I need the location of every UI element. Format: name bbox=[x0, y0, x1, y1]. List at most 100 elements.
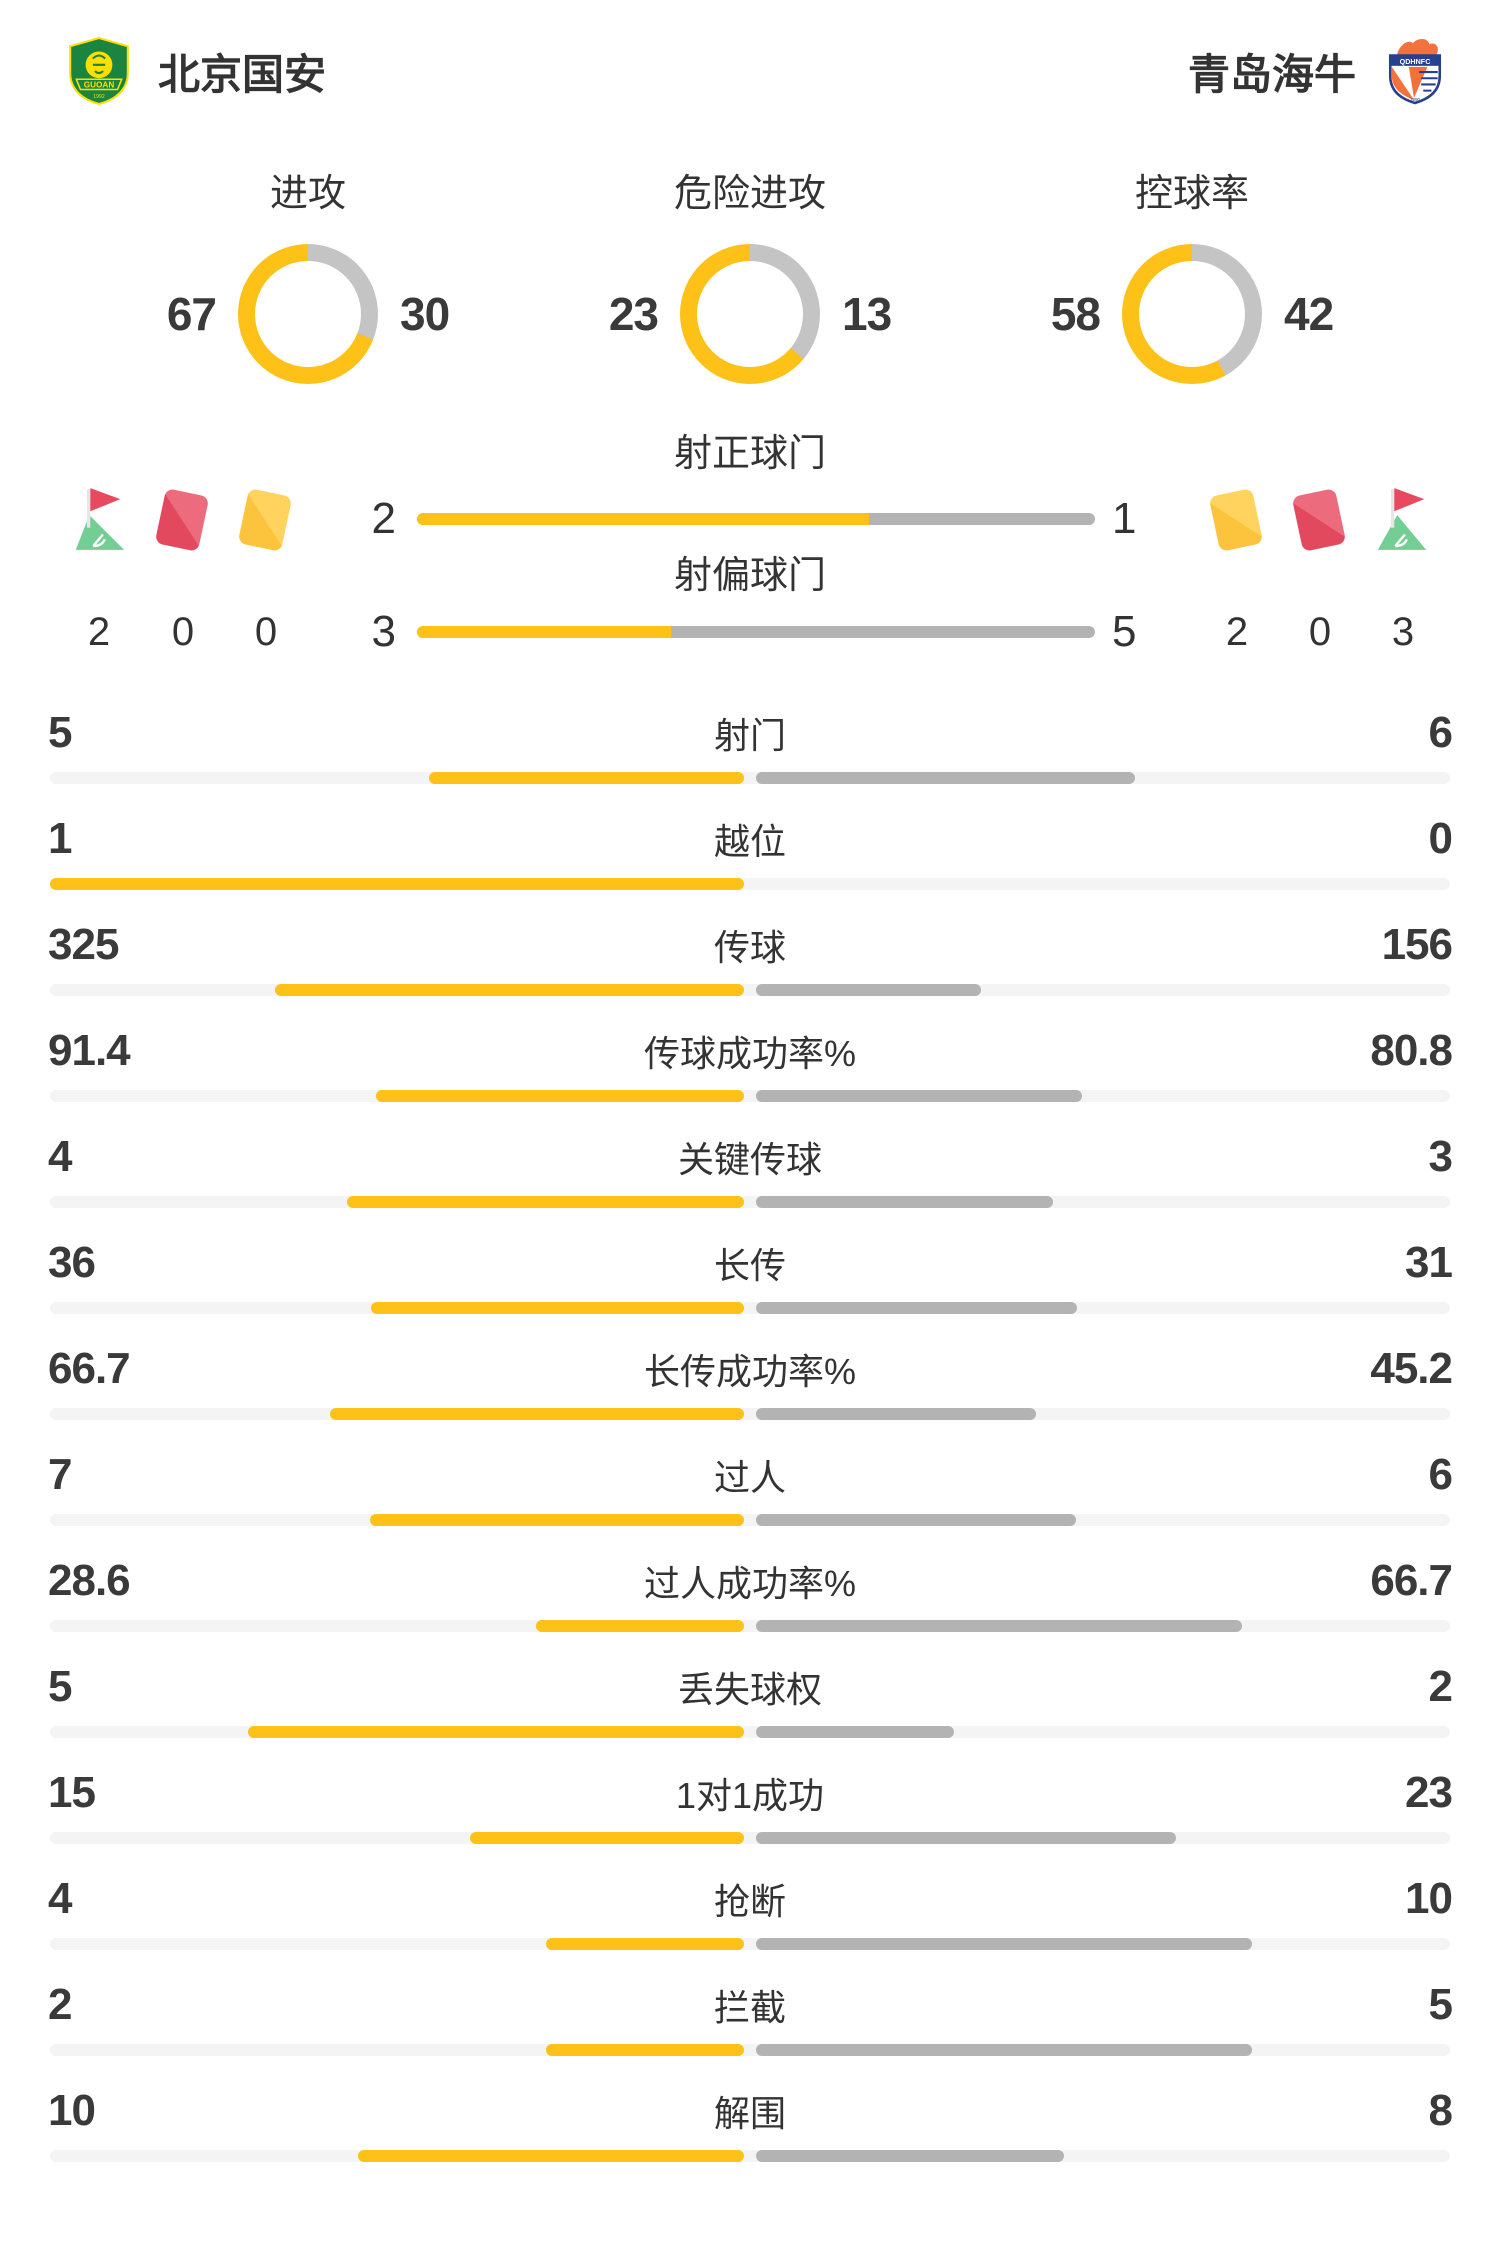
home-corners-count: 2 bbox=[87, 610, 111, 654]
home-stat-value: 28.6 bbox=[48, 1556, 131, 1605]
stat-row: 15 1对1成功 23 bbox=[0, 1762, 1500, 1868]
home-donut-value: 23 bbox=[608, 288, 659, 340]
home-stat-value: 2 bbox=[48, 1980, 73, 2029]
away-shots-off-value: 5 bbox=[1112, 607, 1136, 656]
away-stat-value: 80.8 bbox=[1370, 1026, 1453, 1075]
home-stat-bar bbox=[376, 1090, 744, 1102]
home-stat-value: 5 bbox=[48, 1662, 73, 1711]
away-donut-value: 42 bbox=[1284, 288, 1334, 340]
shots-on-target-bar bbox=[417, 513, 1095, 525]
away-stat-bar bbox=[756, 984, 981, 996]
home-stat-value: 10 bbox=[48, 2086, 96, 2135]
home-stat-bar bbox=[358, 2150, 744, 2162]
home-stat-bar bbox=[248, 1726, 744, 1738]
stat-label: 关键传球 bbox=[677, 1139, 822, 1180]
donut-chart bbox=[680, 244, 820, 384]
shots-section: 射正球门 2 1 射偏球门 2 0 bbox=[0, 432, 1500, 656]
red-card-icon bbox=[154, 488, 210, 552]
donut-chart bbox=[1122, 244, 1262, 384]
away-stat-bar bbox=[756, 1726, 954, 1738]
red-card-icon bbox=[1291, 488, 1347, 552]
away-stat-value: 0 bbox=[1428, 814, 1454, 863]
stat-row: 36 长传 31 bbox=[0, 1232, 1500, 1338]
stat-label: 传球 bbox=[713, 927, 786, 968]
stat-bar-track bbox=[50, 1302, 1450, 1314]
home-stat-value: 4 bbox=[48, 1874, 73, 1923]
stat-row: 325 传球 156 bbox=[0, 914, 1500, 1020]
home-bar-fill bbox=[417, 626, 672, 638]
away-stat-bar bbox=[756, 2150, 1064, 2162]
stat-label: 解围 bbox=[713, 2093, 786, 2134]
home-stat-bar bbox=[546, 2044, 744, 2056]
home-stat-value: 325 bbox=[48, 920, 119, 969]
donut-group: 控球率 58 42 bbox=[972, 172, 1412, 384]
home-stat-value: 7 bbox=[48, 1450, 73, 1499]
away-stat-bar bbox=[756, 1196, 1053, 1208]
match-header: GUOAN 1992 北京国安 青岛海牛 QDHNFC 1990 bbox=[66, 36, 1448, 106]
home-stat-bar bbox=[429, 772, 744, 784]
home-stat-bar bbox=[370, 1514, 744, 1526]
home-shots-on-value: 2 bbox=[371, 494, 396, 543]
donut-group: 进攻 67 30 bbox=[88, 172, 528, 384]
stat-bar-track bbox=[50, 772, 1450, 784]
home-stat-bar bbox=[470, 1832, 744, 1844]
home-team-name: 北京国安 bbox=[158, 50, 327, 98]
stat-row: 91.4 传球成功率% 80.8 bbox=[0, 1020, 1500, 1126]
stat-label: 丢失球权 bbox=[677, 1669, 822, 1710]
home-stat-value: 5 bbox=[48, 708, 73, 757]
stat-label: 长传成功率% bbox=[643, 1351, 856, 1392]
away-stat-value: 6 bbox=[1428, 1450, 1454, 1499]
stat-bar-track bbox=[50, 984, 1450, 996]
stat-bar-track bbox=[50, 1620, 1450, 1632]
home-donut-value: 67 bbox=[166, 288, 217, 340]
home-stat-value: 1 bbox=[48, 814, 73, 863]
stat-bar-track bbox=[50, 1090, 1450, 1102]
shots-off-target-label: 射偏球门 bbox=[673, 555, 826, 597]
away-stat-value: 5 bbox=[1428, 1980, 1454, 2029]
home-stat-bar bbox=[50, 878, 744, 890]
stat-bar-track bbox=[50, 1938, 1450, 1950]
away-stat-value: 31 bbox=[1405, 1238, 1453, 1287]
stat-label: 长传 bbox=[713, 1245, 786, 1286]
away-stat-bar bbox=[756, 1408, 1036, 1420]
home-red-cards-count: 0 bbox=[171, 610, 195, 654]
home-stat-value: 66.7 bbox=[48, 1344, 131, 1393]
away-team-name: 青岛海牛 bbox=[1187, 50, 1356, 98]
stat-bar-track bbox=[50, 2150, 1450, 2162]
donut-hole bbox=[697, 261, 803, 367]
home-stat-value: 15 bbox=[48, 1768, 96, 1817]
home-donut-value: 58 bbox=[1050, 288, 1101, 340]
corner-flag-icon bbox=[75, 488, 125, 550]
home-team: GUOAN 1992 北京国安 bbox=[66, 36, 326, 106]
stat-bar-track bbox=[50, 878, 1450, 890]
away-stat-bar bbox=[756, 772, 1135, 784]
stat-label: 越位 bbox=[713, 821, 786, 862]
away-stat-bar bbox=[756, 1832, 1176, 1844]
home-team-logo: GUOAN 1992 bbox=[69, 36, 129, 106]
home-stat-value: 36 bbox=[48, 1238, 96, 1287]
home-stat-bar bbox=[330, 1408, 744, 1420]
away-donut-value: 30 bbox=[400, 288, 450, 340]
home-stat-bar bbox=[347, 1196, 744, 1208]
away-stat-bar bbox=[756, 2044, 1252, 2056]
away-shots-on-value: 1 bbox=[1112, 494, 1136, 543]
away-corners-count: 3 bbox=[1391, 610, 1415, 654]
away-team-logo: QDHNFC 1990 bbox=[1388, 39, 1442, 105]
svg-text:1992: 1992 bbox=[93, 94, 105, 100]
away-stat-bar bbox=[756, 1938, 1252, 1950]
away-team: 青岛海牛 QDHNFC 1990 bbox=[1188, 36, 1448, 106]
stat-row: 5 射门 6 bbox=[0, 702, 1500, 808]
stat-bar-track bbox=[50, 1196, 1450, 1208]
home-stat-bar bbox=[546, 1938, 744, 1950]
away-yellow-cards-count: 2 bbox=[1225, 610, 1249, 654]
away-stat-value: 45.2 bbox=[1370, 1344, 1453, 1393]
stat-row: 1 越位 0 bbox=[0, 808, 1500, 914]
away-stat-value: 23 bbox=[1405, 1768, 1453, 1817]
away-stat-value: 3 bbox=[1428, 1132, 1454, 1181]
stat-label: 拦截 bbox=[713, 1987, 786, 2028]
home-bar-fill bbox=[417, 513, 869, 525]
shots-on-target-label: 射正球门 bbox=[673, 433, 826, 475]
home-stat-bar bbox=[275, 984, 744, 996]
away-stat-bar bbox=[756, 1620, 1242, 1632]
